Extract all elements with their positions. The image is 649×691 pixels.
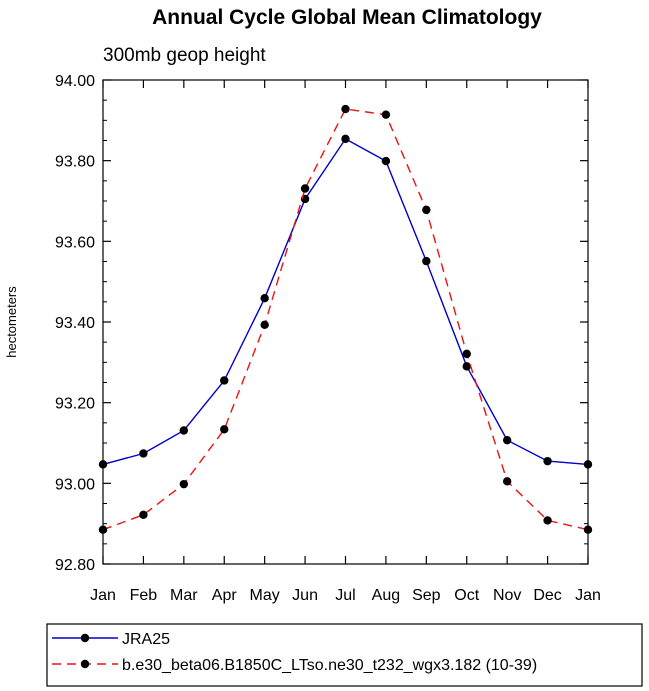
y-tick-label: 94.00: [55, 73, 95, 90]
x-tick-label: Sep: [412, 587, 441, 604]
x-axis-ticks: Jan Feb Mar Apr May Jun Jul Aug Sep Oct Nov Dec Jan: [90, 80, 601, 604]
chart-title: Annual Cycle Global Mean Climatology: [152, 6, 542, 29]
legend-label-0: JRA25: [122, 631, 170, 648]
series-line-1: [102, 108, 589, 531]
x-tick-label: Jun: [292, 587, 318, 604]
x-tick-label: Nov: [493, 587, 521, 604]
x-tick-label: Feb: [130, 587, 158, 604]
series-1-point: [179, 479, 189, 489]
y-axis-label: hectometers: [4, 286, 19, 358]
series-1-point: [381, 110, 391, 119]
series-0-point: [462, 362, 471, 371]
series-1-point: [300, 184, 310, 193]
legend: JRA25 b.e30_beta06.B1850C_LTso.ne30_t232_…: [46, 623, 643, 687]
x-tick-label: Dec: [533, 587, 561, 604]
series-0-point: [502, 435, 512, 445]
series-0-point: [341, 134, 350, 144]
y-axis-ticks: 92.80 93.00 93.20 93.40 93.60 93.80 94.00: [55, 73, 588, 574]
series-1-point: [260, 320, 269, 330]
x-tick-label: Aug: [372, 587, 400, 604]
legend-marker-0: [80, 633, 90, 643]
x-tick-label: Jan: [575, 587, 601, 604]
series-0-point: [543, 456, 552, 466]
y-tick-label: 93.80: [55, 154, 95, 171]
x-tick-label: Apr: [212, 587, 238, 604]
legend-marker-1: [80, 659, 90, 669]
x-tick-label: May: [250, 587, 280, 604]
series-0-point: [139, 449, 148, 458]
series-0-point: [179, 426, 189, 435]
x-tick-label: Mar: [170, 587, 198, 604]
series-0-point: [260, 294, 269, 303]
series-1-point: [341, 104, 350, 114]
series-1-point: [462, 349, 471, 359]
series-line-0: [102, 137, 589, 466]
y-tick-label: 92.80: [55, 557, 95, 574]
y-tick-label: 93.20: [55, 396, 95, 413]
x-tick-label: Oct: [454, 587, 479, 604]
y-tick-label: 93.00: [55, 476, 95, 493]
x-tick-label: Jul: [335, 587, 355, 604]
y-tick-label: 93.40: [55, 315, 95, 332]
series-0-point: [220, 376, 229, 385]
series-1-point: [502, 477, 512, 486]
chart-subtitle: 300mb geop height: [103, 45, 266, 66]
plot-frame: [102, 79, 589, 565]
series-1-point: [543, 516, 552, 525]
series-layer: [98, 104, 593, 534]
legend-box: [46, 623, 643, 687]
legend-label-1: b.e30_beta06.B1850C_LTso.ne30_t232_wgx3.…: [122, 657, 537, 674]
series-1-point: [422, 205, 431, 215]
y-tick-label: 93.60: [55, 234, 95, 251]
series-0-point: [422, 256, 431, 266]
series-0-point: [381, 156, 391, 166]
series-1-point: [139, 510, 148, 519]
x-tick-label: Jan: [90, 587, 116, 604]
series-1-point: [220, 425, 229, 434]
